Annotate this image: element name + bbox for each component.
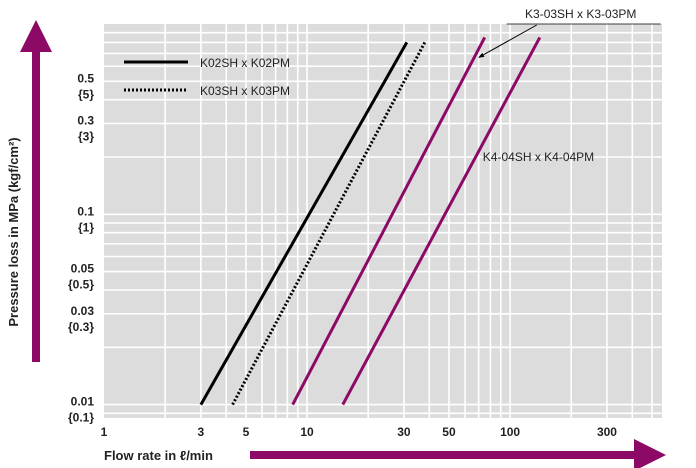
y-tick-label: 0.3 <box>77 113 94 127</box>
annotations: K3-03SH x K3-03PM K4-04SH x K4-04PM <box>478 4 661 164</box>
series-line-1 <box>199 41 409 406</box>
series-line-4 <box>341 36 542 406</box>
series-label: K4-04SH x K4-04PM <box>483 150 594 164</box>
y-tick-label: 0.5 <box>77 71 94 85</box>
y-tick-label: 0.03 <box>71 304 95 318</box>
y-tick-label: 0.05 <box>71 262 95 276</box>
y-axis-title-group: Pressure loss in MPa (kgf/cm²) <box>6 137 21 326</box>
y-tick-label-kgf: {0.1} <box>68 411 94 425</box>
x-axis-title: Flow rate in ℓ/min <box>104 448 213 463</box>
y-tick-label: 0.01 <box>71 395 95 409</box>
series-line-2 <box>231 41 427 406</box>
x-tick-label: 10 <box>300 425 314 439</box>
series-group <box>199 36 542 406</box>
callout-label: K3-03SH x K3-03PM <box>525 7 636 21</box>
y-tick-label-kgf: {1} <box>78 220 94 234</box>
y-tick-label-kgf: {3} <box>78 129 94 143</box>
callout-arrow <box>478 24 537 58</box>
legend-label: K03SH x K03PM <box>200 84 290 98</box>
x-tick-label: 50 <box>442 425 456 439</box>
x-tick-label: 1 <box>101 425 108 439</box>
y-tick-labels: 0.5 {5} 0.3 {3} 0.1 {1} 0.05 {0.5} 0.03 {0.3} 0.01… <box>68 71 94 424</box>
x-tick-label: 3 <box>198 425 205 439</box>
series-line-3 <box>291 36 487 406</box>
callout-box <box>506 4 657 24</box>
plot-area <box>104 24 662 418</box>
legend-label: K02SH x K02PM <box>200 56 290 70</box>
x-tick-labels: 1 3 5 10 30 50 100 300 <box>101 425 618 439</box>
x-tick-label: 5 <box>243 425 250 439</box>
x-tick-label: 30 <box>397 425 411 439</box>
y-tick-label-kgf: {0.3} <box>68 320 94 334</box>
y-tick-label-kgf: {5} <box>78 87 94 101</box>
y-tick-label-kgf: {0.5} <box>68 278 94 292</box>
y-tick-label: 0.1 <box>77 204 94 218</box>
x-tick-label: 100 <box>500 425 520 439</box>
y-axis-title: Pressure loss in MPa (kgf/cm²) <box>6 137 21 326</box>
legend: K02SH x K02PM K03SH x K03PM <box>124 56 290 98</box>
x-tick-label: 300 <box>597 425 617 439</box>
grid <box>104 24 662 418</box>
